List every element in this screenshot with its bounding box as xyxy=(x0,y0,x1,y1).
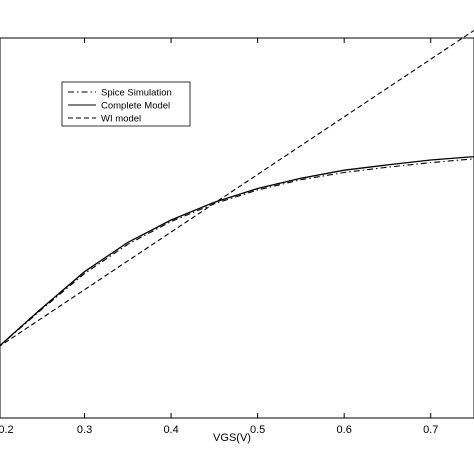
legend-box xyxy=(61,81,191,127)
plot-lines xyxy=(0,29,474,347)
legend-label: Spice Simulation xyxy=(101,88,172,99)
x-tick-label: 0.2 xyxy=(0,424,14,436)
legend-label: Complete Model xyxy=(101,101,170,112)
x-tick-label: 0.4 xyxy=(163,424,178,436)
series-line-complete-model xyxy=(0,155,474,347)
legend: Spice Simulation Complete Model WI model xyxy=(61,81,191,127)
x-tick-label: 0.7 xyxy=(423,424,438,436)
x-tick-label: 0.6 xyxy=(337,424,352,436)
legend-label: WI model xyxy=(101,114,141,125)
x-tick-label: 0.5 xyxy=(250,424,265,436)
series-line-wi-model xyxy=(0,29,474,347)
series-line-spice-simulation xyxy=(0,158,474,347)
x-axis-label: VGS(V) xyxy=(213,432,251,444)
plot-frame xyxy=(0,37,474,419)
legend-items: Spice Simulation Complete Model WI model xyxy=(68,88,172,125)
x-axis-ticks: 0.2 0.3 0.4 0.5 0.6 0.7 xyxy=(0,38,438,436)
x-tick-label: 0.3 xyxy=(77,424,92,436)
